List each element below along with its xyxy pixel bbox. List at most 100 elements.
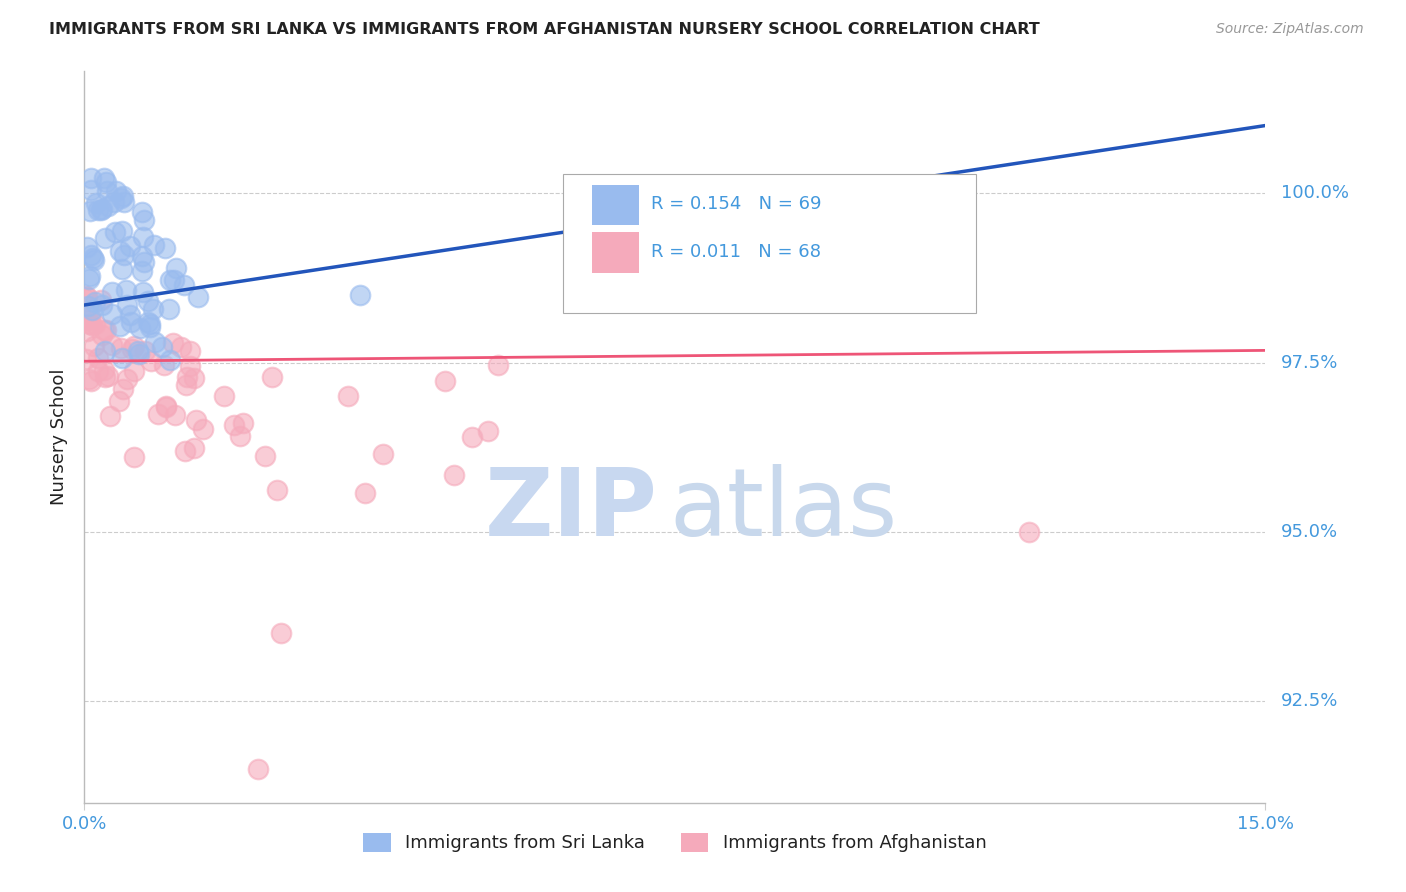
Point: [111, 224, 134, 238]
Point: [187, 289, 209, 303]
Point: [110, 318, 132, 333]
Bar: [592, 185, 640, 225]
Point: [96, 184, 118, 198]
Point: [79, 310, 101, 325]
Point: [142, 301, 165, 316]
Point: [165, 408, 187, 422]
Point: [79, 204, 101, 219]
Point: [91, 297, 114, 311]
Point: [155, 400, 177, 414]
Point: [76, 290, 98, 304]
Point: [108, 244, 131, 259]
Point: [94, 231, 117, 245]
Point: [253, 449, 276, 463]
Point: [486, 358, 509, 372]
Point: [141, 353, 163, 368]
Point: [128, 346, 150, 360]
Point: [90, 293, 112, 307]
Point: [77, 372, 100, 386]
Point: [80, 183, 103, 197]
Point: [120, 239, 142, 253]
Point: [157, 301, 180, 316]
Point: [176, 378, 198, 392]
Point: [163, 273, 186, 287]
Point: [142, 238, 165, 252]
Text: 97.5%: 97.5%: [1281, 353, 1339, 372]
Point: [94, 175, 117, 189]
Point: [153, 241, 176, 255]
Point: [222, 417, 245, 432]
Point: [134, 254, 156, 268]
Point: [145, 335, 167, 350]
Point: [98, 409, 121, 423]
Point: [104, 225, 127, 239]
Point: [83, 338, 105, 352]
Point: [183, 371, 205, 385]
Point: [112, 195, 135, 210]
Text: 95.0%: 95.0%: [1281, 523, 1339, 541]
Point: [83, 295, 105, 310]
Point: [266, 483, 288, 498]
Point: [112, 382, 135, 396]
Point: [101, 337, 124, 351]
Point: [84, 196, 107, 211]
Point: [91, 327, 114, 342]
Y-axis label: Nursery School: Nursery School: [51, 368, 69, 506]
Point: [162, 336, 184, 351]
Point: [97, 369, 120, 384]
Point: [110, 191, 132, 205]
Point: [82, 251, 104, 265]
Point: [159, 353, 181, 368]
Point: [461, 430, 484, 444]
Point: [97, 198, 120, 212]
Legend: Immigrants from Sri Lanka, Immigrants from Afghanistan: Immigrants from Sri Lanka, Immigrants fr…: [356, 826, 994, 860]
Point: [120, 315, 142, 329]
Point: [179, 359, 201, 374]
Text: Source: ZipAtlas.com: Source: ZipAtlas.com: [1216, 22, 1364, 37]
Point: [93, 171, 115, 186]
Point: [129, 321, 152, 335]
Point: [134, 344, 156, 359]
Point: [77, 299, 100, 313]
Text: IMMIGRANTS FROM SRI LANKA VS IMMIGRANTS FROM AFGHANISTAN NURSERY SCHOOL CORRELAT: IMMIGRANTS FROM SRI LANKA VS IMMIGRANTS …: [49, 22, 1040, 37]
Point: [110, 341, 132, 355]
Point: [112, 248, 135, 262]
Point: [165, 260, 187, 275]
Point: [100, 285, 122, 299]
Point: [153, 358, 176, 372]
Point: [115, 297, 138, 311]
Point: [100, 307, 122, 321]
Point: [270, 626, 292, 640]
Point: [336, 389, 359, 403]
Point: [75, 292, 97, 306]
Text: 92.5%: 92.5%: [1281, 692, 1339, 710]
Point: [111, 189, 134, 203]
Point: [170, 340, 193, 354]
Point: [122, 364, 145, 378]
Point: [79, 268, 101, 283]
Point: [87, 364, 110, 378]
Point: [136, 293, 159, 308]
Point: [103, 195, 125, 210]
Point: [76, 313, 98, 327]
Text: R = 0.154   N = 69: R = 0.154 N = 69: [651, 195, 821, 213]
Point: [1018, 524, 1040, 539]
Text: ZIP: ZIP: [484, 464, 657, 557]
Point: [76, 324, 98, 338]
Point: [373, 447, 395, 461]
Text: 100.0%: 100.0%: [1281, 185, 1350, 202]
Point: [232, 416, 254, 430]
Point: [443, 467, 465, 482]
Point: [80, 374, 103, 388]
Point: [80, 248, 103, 262]
Point: [354, 486, 377, 500]
Point: [108, 393, 131, 408]
Point: [86, 202, 108, 217]
Point: [134, 212, 156, 227]
Point: [93, 363, 115, 377]
Point: [127, 344, 149, 359]
Point: [174, 443, 197, 458]
Point: [477, 424, 499, 438]
Point: [90, 202, 112, 217]
Point: [77, 272, 100, 286]
